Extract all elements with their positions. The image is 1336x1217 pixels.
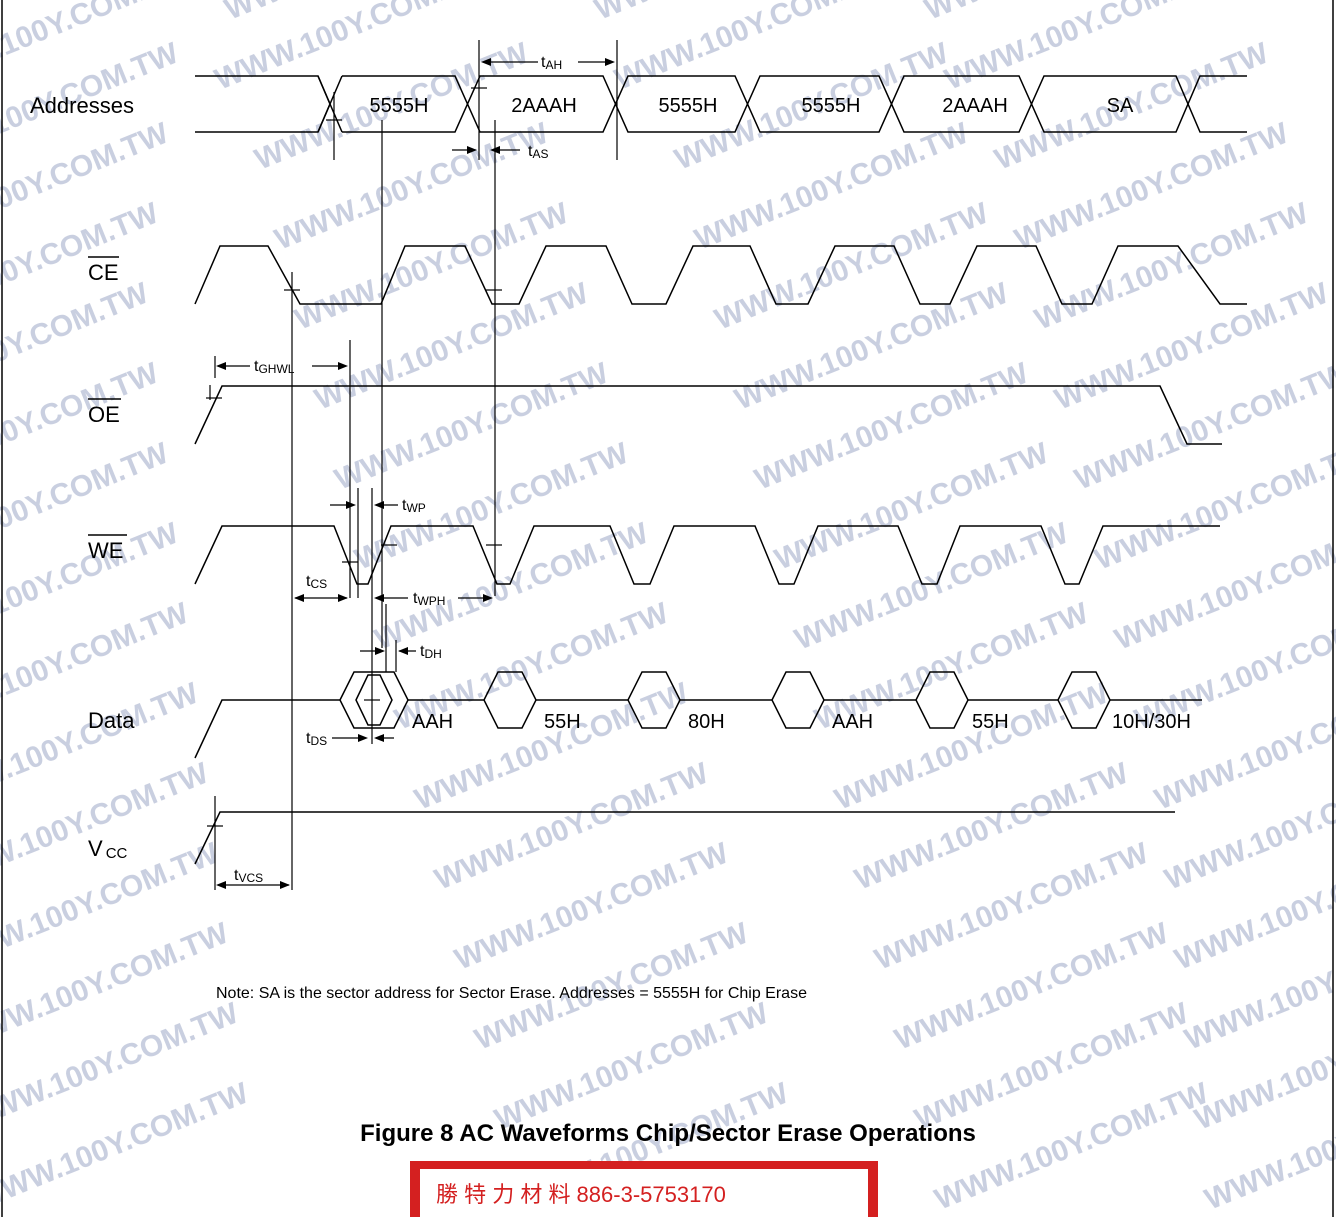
address-value: 5555H: [659, 95, 718, 117]
data-bus: [194, 671, 1202, 759]
data-value: AAH: [412, 711, 453, 733]
data-value: AAH: [832, 711, 873, 733]
vcc-waveform: [194, 811, 1175, 865]
twph-label: tWPH: [413, 590, 445, 608]
address-value: 2AAAH: [511, 95, 577, 117]
note-text: Note: SA is the sector address for Secto…: [216, 985, 807, 1002]
tghwl-label: tGHWL: [254, 358, 295, 376]
label-ce: CE: [88, 260, 119, 285]
twp-label: tWP: [402, 497, 426, 515]
address-value: 2AAAH: [942, 95, 1008, 117]
data-value: 55H: [544, 711, 581, 733]
address-value: 5555H: [802, 95, 861, 117]
tcs-label: tCS: [306, 573, 327, 591]
timing-labels: tAH tAS tGHWL tWP tCS tWPH tDH tDS tVCS: [234, 54, 562, 885]
address-values: 5555H 2AAAH 5555H 5555H 2AAAH SA: [370, 95, 1134, 117]
label-we: WE: [88, 538, 123, 563]
address-bus: [195, 75, 1247, 133]
figure-caption: Figure 8 AC Waveforms Chip/Sector Erase …: [360, 1120, 976, 1147]
data-value: 80H: [688, 711, 725, 733]
label-oe: OE: [88, 402, 120, 427]
address-value: 5555H: [370, 95, 429, 117]
we-waveform: [194, 525, 1220, 585]
ce-waveform: [194, 245, 1247, 305]
oe-waveform: [194, 385, 1222, 445]
timing-annotations: [216, 58, 615, 889]
tvcs-label: tVCS: [234, 867, 263, 885]
data-values: AAH 55H 80H AAH 55H 10H/30H: [412, 711, 1191, 733]
label-data: Data: [88, 708, 135, 733]
address-value: SA: [1107, 95, 1134, 117]
label-addresses: Addresses: [30, 93, 134, 118]
data-value: 55H: [972, 711, 1009, 733]
vendor-stamp: 勝 特 力 材 料 886-3-5753170: [410, 1161, 878, 1217]
stamp-text: 勝 特 力 材 料 886-3-5753170: [436, 1182, 726, 1207]
label-vcc: V CC: [88, 836, 128, 862]
tah-label: tAH: [541, 54, 562, 72]
tas-label: tAS: [528, 143, 548, 161]
crossing-ticks: [206, 87, 502, 827]
tdh-label: tDH: [420, 643, 442, 661]
tds-label: tDS: [306, 730, 327, 748]
reference-lines: [209, 40, 618, 890]
data-value: 10H/30H: [1112, 711, 1191, 733]
